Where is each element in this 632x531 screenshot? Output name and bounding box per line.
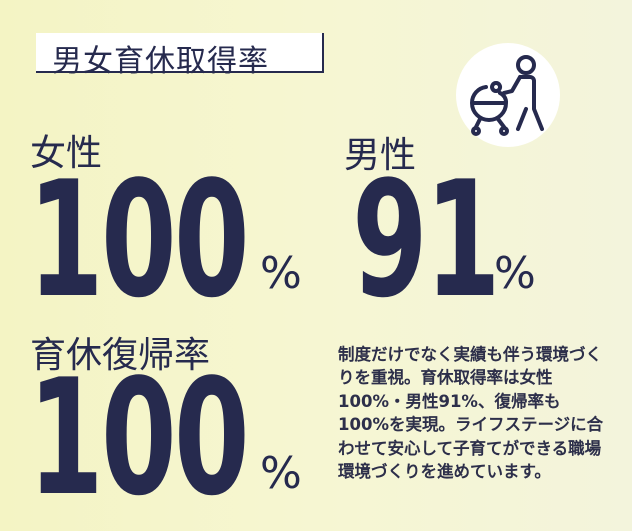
page-title: 男女育休取得率 [52,44,269,79]
male-label: 男性 [344,135,417,176]
description-text: 制度だけでなく実績も伴う環境づくりを重視。育休取得率は女性100%・男性91%、… [338,345,604,482]
female-value: 100 [28,146,250,333]
return-rate-value: 100 [28,344,250,531]
female-unit: % [260,248,302,299]
person-with-stroller-icon [469,55,544,136]
return-rate-label: 育休復帰率 [30,335,211,376]
title-box [36,33,324,73]
male-value: 91 [352,146,501,333]
return-rate-unit: % [260,448,302,499]
male-unit: % [494,248,536,299]
female-label: 女性 [30,133,103,174]
stroller-icon-circle [456,43,560,147]
